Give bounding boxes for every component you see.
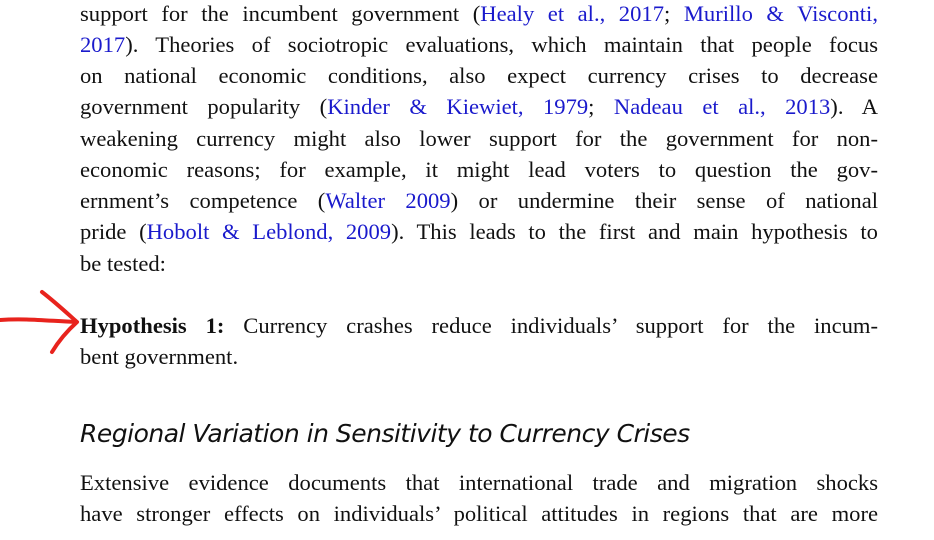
text-line: be tested: <box>80 250 878 278</box>
text: ; <box>588 94 614 119</box>
text: government popularity ( <box>80 94 328 119</box>
text: Currency crashes reduce individuals’ sup… <box>224 313 879 338</box>
text-line: have stronger effects on individuals’ po… <box>80 500 878 528</box>
citation-link[interactable]: Murillo & Visconti, <box>683 1 878 26</box>
text: ). This leads to the first and main hypo… <box>391 219 878 244</box>
text-line: weakening currency might also lower supp… <box>80 125 878 153</box>
text-line: pride (Hobolt & Leblond, 2009). This lea… <box>80 218 878 246</box>
text-line: bent government. <box>80 343 878 371</box>
text-line: Hypothesis 1: Currency crashes reduce in… <box>80 312 878 340</box>
citation-link[interactable]: 2017 <box>80 32 126 57</box>
hypothesis-label: Hypothesis 1: <box>80 313 225 338</box>
text-line: support for the incumbent government (He… <box>80 0 878 28</box>
text: support for the incumbent government ( <box>80 1 481 26</box>
citation-link[interactable]: Hobolt & Leblond, 2009 <box>146 219 392 244</box>
text-line: government popularity (Kinder & Kiewiet,… <box>80 93 878 121</box>
text-line: economic reasons; for example, it might … <box>80 156 878 184</box>
text: ). Theories of sociotropic evaluations, … <box>125 32 878 57</box>
citation-link[interactable]: Nadeau et al., 2013 <box>613 94 831 119</box>
red-arrow <box>0 290 79 354</box>
text-line: Extensive evidence documents that intern… <box>80 469 878 497</box>
text: ernment’s competence ( <box>80 188 326 213</box>
text: weakening currency might also lower supp… <box>80 126 878 151</box>
text-line: ernment’s competence (Walter 2009) or un… <box>80 187 878 215</box>
text: bent government. <box>80 344 239 369</box>
text: have stronger effects on individuals’ po… <box>80 501 878 526</box>
text: on national economic conditions, also ex… <box>80 63 878 88</box>
text-line: on national economic conditions, also ex… <box>80 62 878 90</box>
text-line: 2017). Theories of sociotropic evaluatio… <box>80 31 878 59</box>
citation-link[interactable]: Walter 2009 <box>325 188 451 213</box>
text: ). A <box>830 94 878 119</box>
text: ; <box>664 1 684 26</box>
text: economic reasons; for example, it might … <box>80 157 878 182</box>
text: be tested: <box>80 251 166 276</box>
text: ) or undermine their sense of national <box>450 188 878 213</box>
text: pride ( <box>80 219 147 244</box>
section-heading: Regional Variation in Sensitivity to Cur… <box>80 419 690 448</box>
text: Extensive evidence documents that intern… <box>80 470 878 495</box>
citation-link[interactable]: Kinder & Kiewiet, 1979 <box>327 94 589 119</box>
citation-link[interactable]: Healy et al., 2017 <box>480 1 664 26</box>
